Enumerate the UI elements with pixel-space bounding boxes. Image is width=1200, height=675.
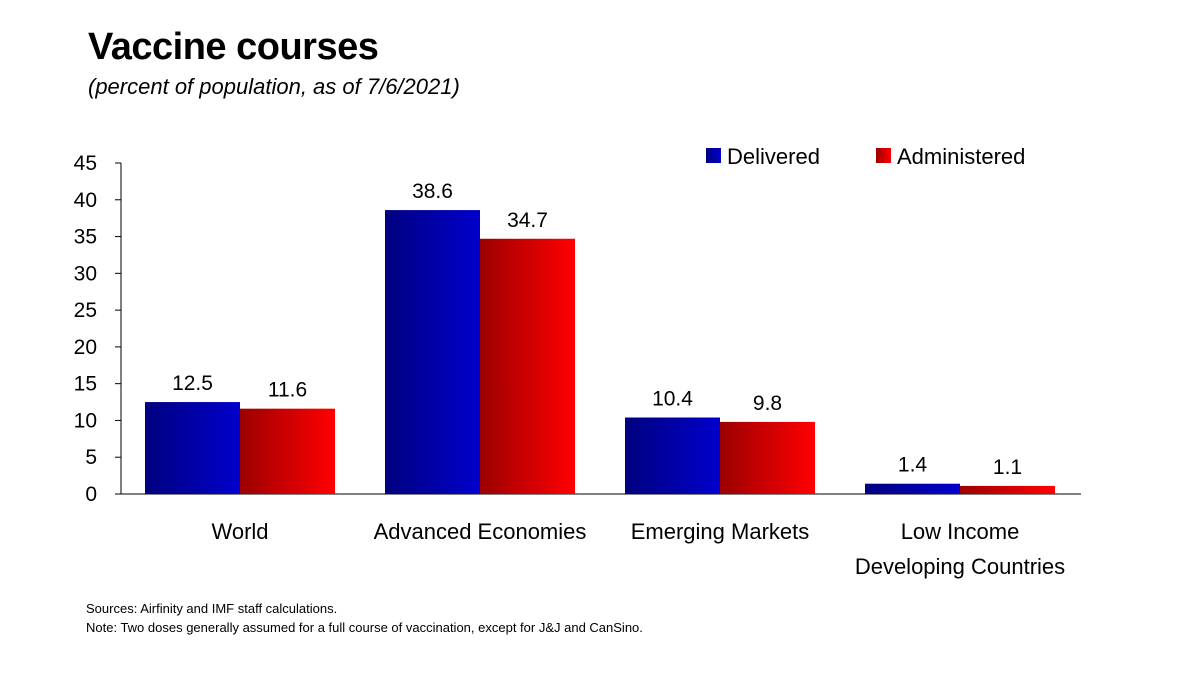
legend-label-administered: Administered: [897, 144, 1025, 169]
legend-swatch-delivered: [706, 148, 721, 163]
y-tick-label: 15: [74, 373, 97, 396]
sources-note: Sources: Airfinity and IMF staff calcula…: [86, 601, 338, 616]
category-label: Emerging Markets: [631, 519, 810, 544]
bar-administered: [240, 408, 335, 494]
y-tick-label: 40: [74, 189, 97, 212]
chart-subtitle: (percent of population, as of 7/6/2021): [88, 74, 460, 99]
y-tick-label: 30: [74, 262, 97, 285]
data-label: 38.6: [412, 180, 453, 203]
category-label: Advanced Economies: [374, 519, 587, 544]
category-label: Developing Countries: [855, 554, 1065, 579]
bar-administered: [720, 421, 815, 494]
data-label: 11.6: [268, 379, 307, 402]
bar-delivered: [145, 402, 240, 494]
y-tick-label: 10: [74, 409, 97, 432]
data-label: 10.4: [652, 388, 693, 411]
data-label: 34.7: [507, 209, 548, 232]
bar-administered: [960, 485, 1055, 494]
legend-label-delivered: Delivered: [727, 144, 820, 169]
bar-delivered: [625, 417, 720, 494]
data-label: 12.5: [172, 372, 213, 395]
data-label: 1.1: [993, 456, 1022, 479]
bar-administered: [480, 238, 575, 494]
y-tick-label: 0: [85, 483, 97, 506]
data-label: 9.8: [753, 392, 782, 415]
y-tick-label: 45: [74, 152, 97, 175]
bar-delivered: [385, 210, 480, 494]
y-tick-label: 20: [74, 336, 97, 359]
category-label: World: [211, 519, 268, 544]
chart-title: Vaccine courses: [88, 26, 379, 68]
data-label: 1.4: [898, 454, 928, 477]
y-tick-label: 35: [74, 226, 97, 249]
y-tick-label: 25: [74, 299, 97, 322]
category-label: Low Income: [901, 519, 1020, 544]
methodology-note: Note: Two doses generally assumed for a …: [86, 620, 643, 635]
footnotes: Sources: Airfinity and IMF staff calcula…: [86, 599, 643, 637]
bar-delivered: [865, 483, 960, 494]
y-tick-label: 5: [85, 446, 97, 469]
legend-swatch-administered: [876, 148, 891, 163]
